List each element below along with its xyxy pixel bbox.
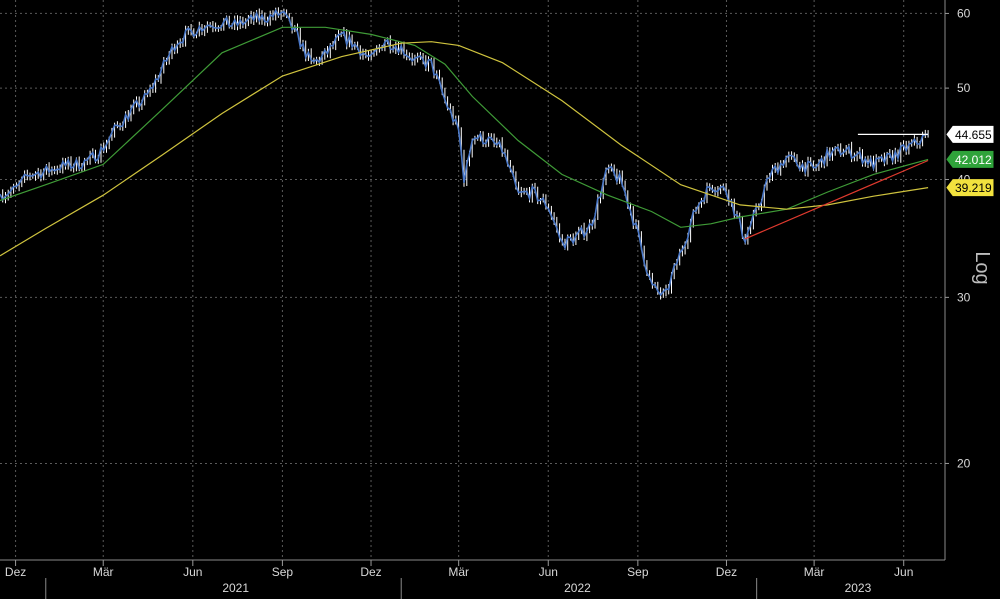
value-tag-label: 44.655: [955, 128, 992, 142]
x-tick-label: Jun: [183, 565, 202, 579]
value-tags: 44.655 42.012 39.219: [946, 125, 994, 197]
x-tick-label: Sep: [272, 565, 294, 579]
price-series: [0, 7, 929, 300]
series-line-1: [0, 26, 929, 228]
value-tag-box: [946, 179, 994, 197]
x-tick-label: Dez: [360, 565, 381, 579]
x-tick-label: Jun: [894, 565, 913, 579]
x-tick-label: Dez: [716, 565, 737, 579]
axes: [0, 0, 946, 561]
x-tick-label: Jun: [539, 565, 558, 579]
value-tag-label: 42.012: [955, 153, 992, 167]
x-year-label: 2022: [564, 581, 591, 595]
x-year-label: 2021: [222, 581, 249, 595]
series-line-3: [744, 159, 929, 240]
grid-lines: [0, 0, 945, 560]
x-tick-label: Mär: [804, 565, 825, 579]
log-scale-label: Log: [971, 251, 993, 284]
value-tag: 44.655: [946, 125, 994, 143]
price-line: [0, 8, 929, 297]
value-tag-box: [946, 125, 994, 143]
value-tag: 39.219: [946, 179, 994, 197]
series-line-2: [0, 41, 929, 257]
series-layer: [0, 7, 929, 300]
y-tick-label: 20: [957, 456, 971, 470]
y-tick-label: 50: [957, 81, 971, 95]
x-year-label: 2023: [845, 581, 872, 595]
x-axis-ticks: Dez Mär Jun Sep Dez Mär Jun Sep Dez Mär Jun 2021 202…: [5, 560, 913, 599]
x-tick-label: Dez: [5, 565, 26, 579]
x-tick-label: Mär: [448, 565, 469, 579]
value-tag-box: [946, 150, 994, 168]
x-tick-label: Sep: [627, 565, 649, 579]
y-axis-ticks: 2030405060: [945, 6, 971, 470]
value-tag: 42.012: [946, 150, 994, 168]
x-tick-label: Mär: [93, 565, 114, 579]
y-tick-label: 60: [957, 6, 971, 20]
value-tag-label: 39.219: [955, 181, 992, 195]
y-tick-label: 30: [957, 290, 971, 304]
